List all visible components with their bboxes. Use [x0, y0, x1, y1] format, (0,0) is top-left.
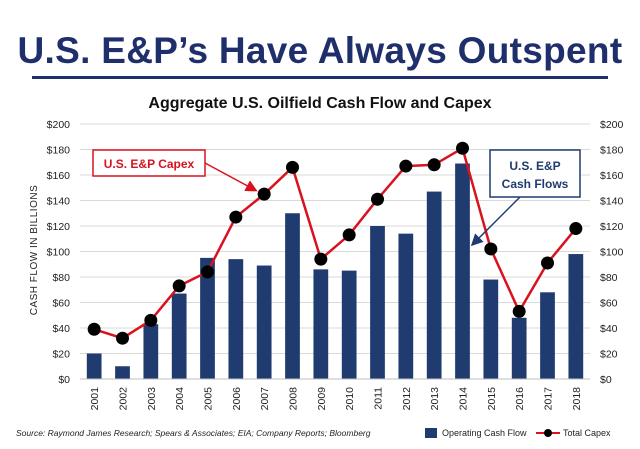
y-tick-label-right: $100 [600, 247, 624, 259]
x-tick-label: 2006 [231, 387, 243, 411]
legend-line-marker [544, 429, 552, 437]
y-axis-label: CASH FLOW IN BILLIONS [29, 185, 40, 316]
point-total-capex [371, 192, 384, 206]
point-total-capex [512, 304, 526, 318]
cashflow-annotation-box [489, 149, 581, 198]
bar-operating-cash-flow [568, 254, 584, 379]
point-total-capex [257, 187, 271, 201]
bar-operating-cash-flow [86, 353, 102, 379]
bar-operating-cash-flow [285, 213, 300, 379]
bar-operating-cash-flow [228, 259, 244, 379]
point-total-capex [172, 279, 186, 293]
point-total-capex [427, 158, 441, 172]
y-tick-label-left: $200 [47, 119, 71, 131]
point-total-capex [314, 252, 328, 266]
x-tick-label: 2001 [89, 387, 101, 411]
legend-bar-label: Operating Cash Flow [442, 428, 527, 438]
point-total-capex [229, 210, 243, 224]
bar-operating-cash-flow [511, 317, 527, 379]
y-tick-label-left: $20 [52, 349, 70, 361]
y-tick-label-left: $140 [47, 196, 71, 208]
bar-operating-cash-flow [341, 270, 357, 379]
y-tick-label-right: $80 [600, 272, 618, 284]
x-tick-label: 2017 [543, 387, 555, 411]
y-tick-label-right: $180 [600, 145, 624, 157]
cashflow-annotation-line2: Cash Flows [502, 177, 569, 191]
x-tick-label: 2007 [259, 387, 271, 411]
x-tick-label: 2010 [344, 387, 356, 411]
bar-operating-cash-flow [455, 163, 470, 379]
bar-operating-cash-flow [171, 293, 187, 379]
x-tick-label: 2016 [514, 387, 526, 411]
capex-annotation-text: U.S. E&P Capex [104, 157, 195, 171]
point-total-capex [144, 313, 158, 327]
bar-operating-cash-flow [115, 366, 130, 379]
source-note: Source: Raymond James Research; Spears &… [16, 428, 371, 438]
cashflow-annotation-line1: U.S. E&P [509, 159, 560, 173]
y-tick-label-left: $0 [58, 374, 70, 386]
y-tick-label-right: $60 [600, 298, 618, 310]
point-total-capex [342, 228, 356, 242]
y-tick-label-right: $160 [600, 170, 624, 182]
x-tick-label: 2002 [118, 387, 130, 411]
bar-operating-cash-flow [200, 257, 215, 379]
point-total-capex [87, 322, 101, 336]
x-tick-label: 2013 [429, 387, 441, 411]
legend-bar-swatch [425, 428, 437, 438]
y-tick-label-right: $120 [600, 221, 624, 233]
point-total-capex [286, 160, 299, 174]
headline-underline [32, 76, 608, 79]
y-tick-label-left: $100 [47, 247, 71, 259]
legend-line-label: Total Capex [563, 428, 611, 438]
bar-operating-cash-flow [398, 233, 414, 379]
point-total-capex [116, 331, 129, 345]
x-tick-label: 2018 [571, 387, 583, 411]
bar-operating-cash-flow [483, 279, 499, 379]
point-total-capex [456, 141, 469, 155]
chart-title: Aggregate U.S. Oilfield Cash Flow and Ca… [148, 95, 491, 112]
y-tick-label-left: $60 [52, 298, 70, 310]
bar-operating-cash-flow [370, 226, 385, 379]
point-total-capex [201, 265, 214, 279]
y-tick-label-right: $20 [600, 349, 618, 361]
y-tick-label-left: $80 [52, 272, 70, 284]
point-total-capex [399, 159, 413, 173]
y-tick-label-right: $40 [600, 323, 618, 335]
x-tick-label: 2011 [373, 387, 385, 410]
cashflow-annotation-arrow [470, 196, 521, 247]
x-tick-label: 2003 [146, 387, 158, 411]
x-tick-label: 2009 [316, 387, 328, 411]
x-tick-label: 2008 [288, 387, 300, 411]
point-total-capex [569, 222, 583, 236]
y-tick-label-right: $0 [600, 374, 612, 386]
y-tick-label-left: $180 [47, 145, 71, 157]
x-tick-label: 2005 [203, 387, 215, 411]
x-tick-label: 2014 [458, 387, 470, 411]
x-tick-label: 2015 [486, 387, 498, 411]
point-total-capex [541, 256, 554, 270]
y-tick-label-left: $40 [52, 323, 70, 335]
bar-operating-cash-flow [313, 269, 329, 379]
bar-operating-cash-flow [143, 324, 159, 379]
line-total-capex [93, 146, 577, 340]
y-tick-label-left: $160 [47, 170, 71, 182]
x-tick-label: 2012 [401, 387, 413, 411]
x-tick-label: 2004 [174, 387, 186, 411]
bar-operating-cash-flow [540, 292, 555, 379]
headline: U.S. E&P’s Have Always Outspent [17, 30, 623, 71]
capex-annotation-arrow [204, 162, 258, 192]
point-total-capex [484, 242, 498, 256]
y-tick-label-left: $120 [47, 221, 71, 233]
bar-operating-cash-flow [426, 191, 442, 379]
y-tick-label-right: $140 [600, 196, 624, 208]
bar-operating-cash-flow [256, 265, 272, 379]
y-tick-label-right: $200 [600, 119, 624, 131]
